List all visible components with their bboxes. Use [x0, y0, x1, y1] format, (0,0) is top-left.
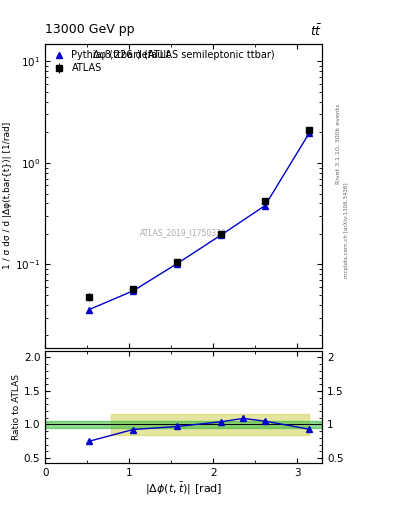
- Pythia 8.226 default: [131, 288, 136, 294]
- Y-axis label: 1 / σ dσ / d |Δφ(t,bar{t})| [1/rad]: 1 / σ dσ / d |Δφ(t,bar{t})| [1/rad]: [3, 122, 12, 269]
- Legend: Pythia 8.226 default, ATLAS: Pythia 8.226 default, ATLAS: [50, 48, 173, 75]
- Pythia 8.226 default: [263, 203, 267, 209]
- Text: mcplots.cern.ch [arXiv:1306.3436]: mcplots.cern.ch [arXiv:1306.3436]: [344, 183, 349, 278]
- Pythia 8.226 default: [175, 261, 180, 267]
- Line: Pythia 8.226 default: Pythia 8.226 default: [86, 131, 312, 313]
- Text: $t\bar{t}$: $t\bar{t}$: [310, 23, 322, 38]
- Text: 13000 GeV pp: 13000 GeV pp: [45, 23, 135, 36]
- Text: Δφ (ttbar) (ATLAS semileptonic ttbar): Δφ (ttbar) (ATLAS semileptonic ttbar): [93, 50, 275, 59]
- Bar: [111, 414, 309, 435]
- Pythia 8.226 default: [219, 232, 223, 238]
- Text: Rivet 3.1.10, 300k events: Rivet 3.1.10, 300k events: [336, 103, 341, 184]
- Pythia 8.226 default: [87, 307, 92, 313]
- Pythia 8.226 default: [307, 131, 311, 137]
- X-axis label: $|\Delta\phi(t,\bar{t})|$ [rad]: $|\Delta\phi(t,\bar{t})|$ [rad]: [145, 481, 222, 497]
- Y-axis label: Ratio to ATLAS: Ratio to ATLAS: [12, 374, 21, 440]
- Bar: [45, 421, 322, 428]
- Text: ATLAS_2019_I1750330: ATLAS_2019_I1750330: [140, 228, 227, 237]
